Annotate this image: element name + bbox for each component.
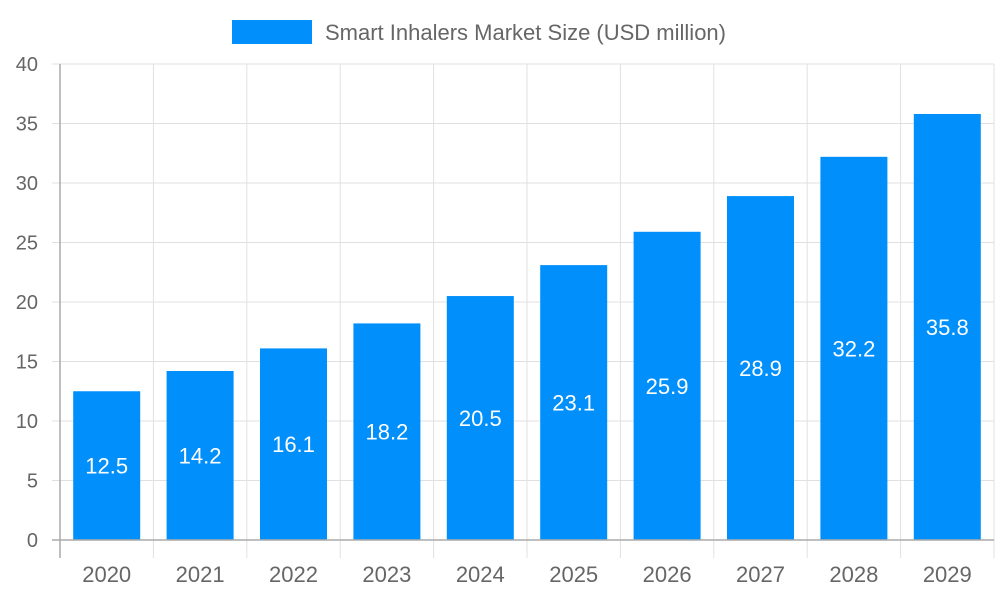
bar-2023 xyxy=(353,323,421,540)
legend-swatch xyxy=(232,20,312,44)
y-tick-label: 30 xyxy=(16,173,38,195)
y-tick-label: 40 xyxy=(16,54,38,76)
x-tick-label: 2024 xyxy=(456,562,505,587)
bar-2029 xyxy=(913,113,981,540)
data-label-2023: 18.2 xyxy=(365,420,408,445)
y-tick-label: 20 xyxy=(16,292,38,314)
x-tick-label: 2028 xyxy=(829,562,878,587)
data-label-2029: 35.8 xyxy=(926,315,969,340)
y-tick-label: 0 xyxy=(27,530,38,552)
data-label-2028: 32.2 xyxy=(832,336,875,361)
data-label-2020: 12.5 xyxy=(85,454,128,479)
y-tick-label: 15 xyxy=(16,352,38,374)
x-tick-label: 2020 xyxy=(82,562,131,587)
bar-2022 xyxy=(260,348,327,540)
bar-2024 xyxy=(446,296,514,540)
data-label-2026: 25.9 xyxy=(646,374,689,399)
x-tick-label: 2027 xyxy=(736,562,785,587)
x-tick-label: 2021 xyxy=(176,562,225,587)
y-tick-label: 5 xyxy=(27,471,38,493)
bar-2025 xyxy=(540,265,608,540)
bar-2020 xyxy=(73,391,141,540)
y-tick-label: 10 xyxy=(16,411,38,433)
data-label-2024: 20.5 xyxy=(459,406,502,431)
bar-2026 xyxy=(633,231,701,541)
data-label-2021: 14.2 xyxy=(179,444,222,469)
x-tick-label: 2022 xyxy=(269,562,318,587)
y-tick-label: 35 xyxy=(16,114,38,136)
data-label-2025: 23.1 xyxy=(552,391,595,416)
legend[interactable]: Smart Inhalers Market Size (USD million) xyxy=(232,20,726,45)
grid xyxy=(59,63,995,558)
data-label-2027: 28.9 xyxy=(739,356,782,381)
legend-label: Smart Inhalers Market Size (USD million) xyxy=(325,20,726,45)
x-tick-label: 2023 xyxy=(362,562,411,587)
bar-2028 xyxy=(820,156,888,540)
data-label-2022: 16.1 xyxy=(272,432,315,457)
x-tick-label: 2026 xyxy=(643,562,692,587)
bar-2027 xyxy=(727,196,794,540)
bar-2021 xyxy=(166,371,234,540)
x-tick-label: 2029 xyxy=(923,562,972,587)
x-tick-label: 2025 xyxy=(549,562,598,587)
bars: 12.5 14.2 16.1 18.2 20.5 23.1 25.9 28.9 32.2 35.8 xyxy=(73,113,981,541)
y-tick-label: 25 xyxy=(16,233,38,255)
